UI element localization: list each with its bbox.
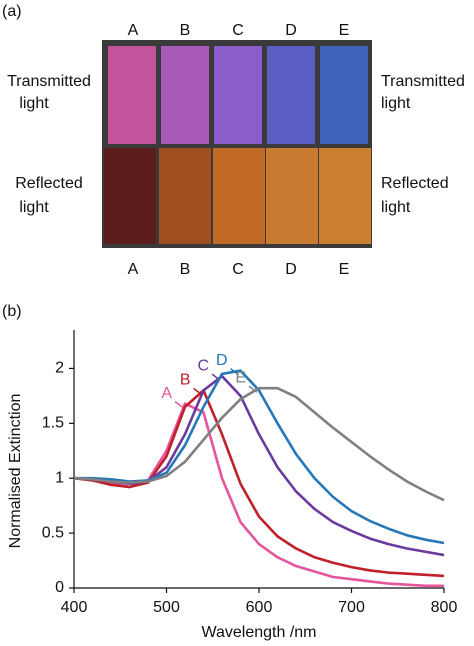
label-leader xyxy=(193,387,202,395)
series-label: E xyxy=(235,369,246,386)
y-tick-label: 1.5 xyxy=(42,415,64,432)
panel-label: (a) xyxy=(2,3,22,20)
cuvette-reflected xyxy=(159,148,211,244)
series-line xyxy=(73,402,444,588)
row-label: light xyxy=(19,199,49,216)
x-tick-label: 400 xyxy=(61,599,88,616)
y-tick-label: 0 xyxy=(55,579,64,596)
photo-labels: A B C D E A B C D E Transmitted light Reflected light… xyxy=(7,22,465,278)
cuvette-reflected xyxy=(213,148,265,244)
cuvette-reflected xyxy=(266,148,318,244)
label-leader xyxy=(248,385,258,393)
photo xyxy=(102,40,372,248)
cuvette-transmitted xyxy=(108,46,156,144)
y-axis-title: Normalised Extinction xyxy=(7,394,24,549)
row-label: Reflected xyxy=(15,175,83,192)
column-label: C xyxy=(232,261,244,278)
label-leader xyxy=(174,400,184,409)
row-label: Reflected xyxy=(381,175,449,192)
x-axis-title: Wavelength /nm xyxy=(201,624,316,641)
row-label: light xyxy=(381,199,411,216)
series-line xyxy=(73,389,445,578)
y-tick-label: 2 xyxy=(55,360,64,377)
y-tick-label: 1 xyxy=(55,469,64,486)
cuvette-transmitted xyxy=(214,46,262,144)
column-label: A xyxy=(128,22,139,39)
column-label: B xyxy=(180,261,191,278)
column-label: D xyxy=(285,22,297,39)
label-leader xyxy=(230,368,239,376)
row-label: light xyxy=(19,95,49,112)
cuvette-transmitted xyxy=(267,46,315,144)
cuvette-transmitted xyxy=(320,46,368,144)
column-label: A xyxy=(128,261,139,278)
x-tick-label: 500 xyxy=(153,599,180,616)
series-label: D xyxy=(216,352,228,369)
x-tick-label: 700 xyxy=(338,599,365,616)
panel-label: (b) xyxy=(2,303,22,320)
column-label: E xyxy=(339,22,350,39)
series-label: B xyxy=(180,372,191,389)
y-tick-label: 0.5 xyxy=(42,524,64,541)
x-tick-label: 600 xyxy=(246,599,273,616)
column-label: D xyxy=(285,261,297,278)
series-label: A xyxy=(161,385,172,402)
row-label: Transmitted xyxy=(381,73,465,90)
column-label: E xyxy=(339,261,350,278)
column-label: B xyxy=(180,22,191,39)
x-tick-label: 800 xyxy=(431,599,458,616)
series-line xyxy=(73,386,445,502)
row-label: Transmitted xyxy=(7,73,91,90)
cuvette-reflected xyxy=(319,148,371,244)
cuvette-transmitted xyxy=(161,46,209,144)
chart: (b) 0 0.5 1 1.5 2 400 500 600 700 800 Wavelength /n… xyxy=(2,303,457,641)
series-label: C xyxy=(197,357,209,374)
row-label: light xyxy=(381,95,411,112)
cuvette-reflected xyxy=(104,148,156,244)
column-label: C xyxy=(232,22,244,39)
